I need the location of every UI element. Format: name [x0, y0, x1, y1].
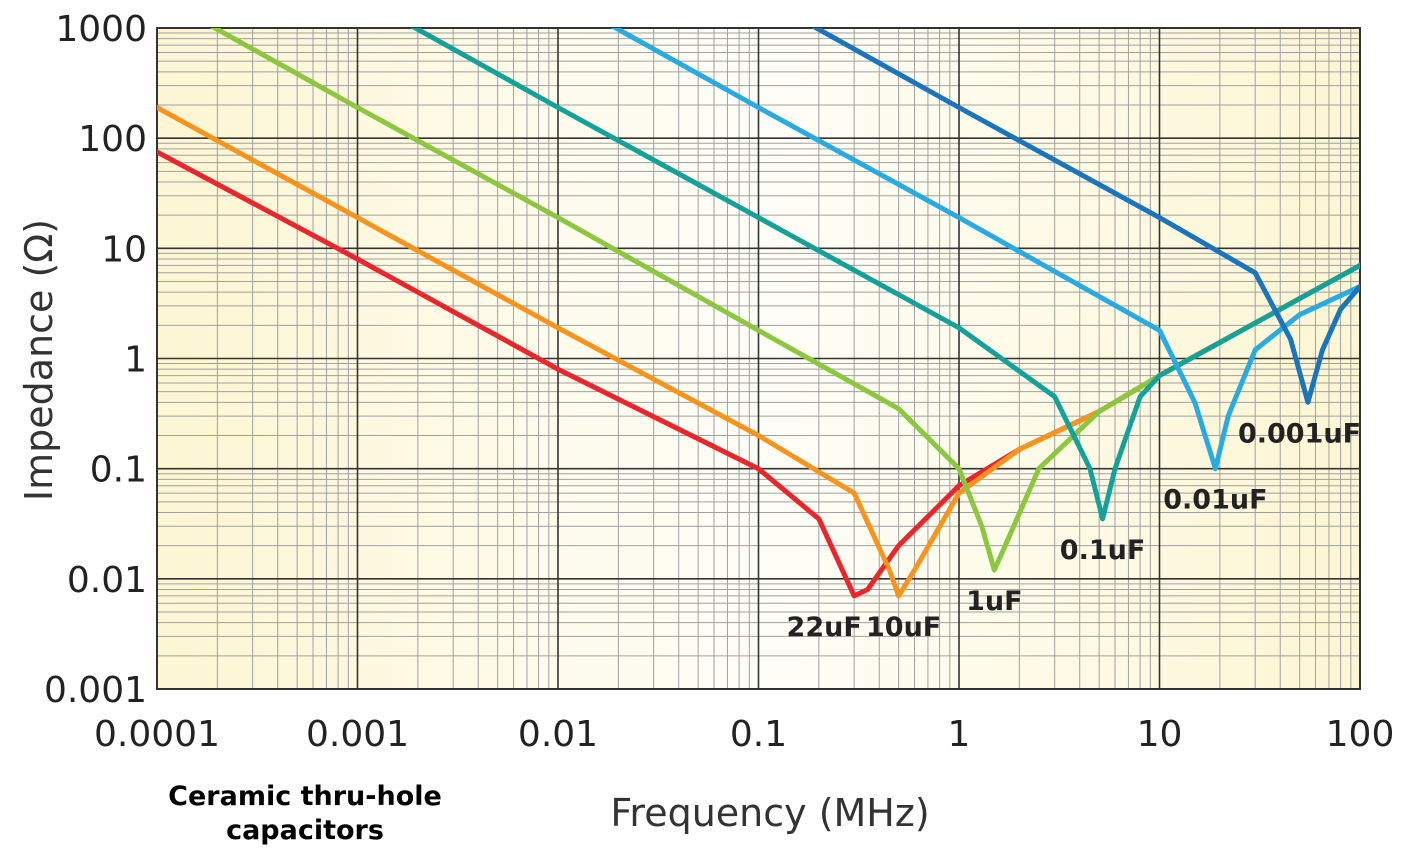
- y-tick-label: 0.1: [90, 450, 147, 491]
- series-label: 1uF: [966, 586, 1022, 617]
- series-label: 0.01uF: [1163, 485, 1267, 516]
- x-tick-label: 100: [1326, 714, 1395, 755]
- y-tick-label: 0.001: [44, 670, 147, 711]
- series-line: [811, 28, 1360, 405]
- y-tick-label: 0.01: [67, 560, 147, 601]
- series-layer: [157, 28, 1360, 599]
- x-axis-title: Frequency (MHz): [610, 791, 929, 835]
- y-axis-title: Impedance (Ω): [17, 219, 61, 501]
- x-tick-label: 10: [1137, 714, 1183, 755]
- series-label: 0.001uF: [1238, 418, 1361, 449]
- x-tick-labels: 0.0001 0.001 0.01 0.1 1 10 100: [94, 714, 1394, 755]
- y-tick-label: 10: [101, 229, 147, 270]
- series-label: 10uF: [866, 612, 941, 643]
- series-labels: 22uF 10uF 1uF 0.1uF 0.01uF 0.001uF: [787, 418, 1361, 643]
- chart-caption: Ceramic thru-hole capacitors: [168, 781, 442, 846]
- y-tick-label: 1000: [55, 9, 147, 50]
- x-tick-label: 0.001: [306, 714, 409, 755]
- series-line: [410, 28, 1360, 522]
- x-tick-label: 0.0001: [94, 714, 220, 755]
- y-tick-label: 1: [124, 340, 147, 381]
- y-tick-label: 100: [78, 119, 147, 160]
- x-tick-label: 1: [948, 714, 971, 755]
- y-tick-labels: 1000 100 10 1 0.1 0.01 0.001: [44, 9, 147, 711]
- series-label: 0.1uF: [1060, 535, 1146, 566]
- series-label: 22uF: [787, 612, 862, 643]
- plot-frame: [156, 27, 1361, 690]
- x-tick-label: 0.01: [518, 714, 598, 755]
- series-line: [610, 28, 1360, 472]
- x-tick-label: 0.1: [730, 714, 787, 755]
